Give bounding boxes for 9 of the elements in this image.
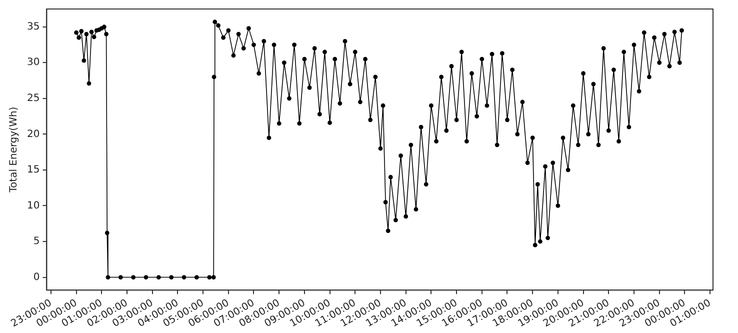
y-tick-label: 35 <box>26 21 40 32</box>
y-axis-title: Total Energy(Wh) <box>8 106 20 194</box>
y-tick-label: 10 <box>26 200 40 212</box>
y-tick-label: 15 <box>26 164 40 176</box>
y-tick-label: 30 <box>26 57 40 68</box>
y-tick-label: 5 <box>33 236 40 248</box>
y-tick-label: 0 <box>33 272 40 283</box>
y-tick-label: 20 <box>26 128 40 140</box>
y-tick-label: 25 <box>26 93 40 104</box>
